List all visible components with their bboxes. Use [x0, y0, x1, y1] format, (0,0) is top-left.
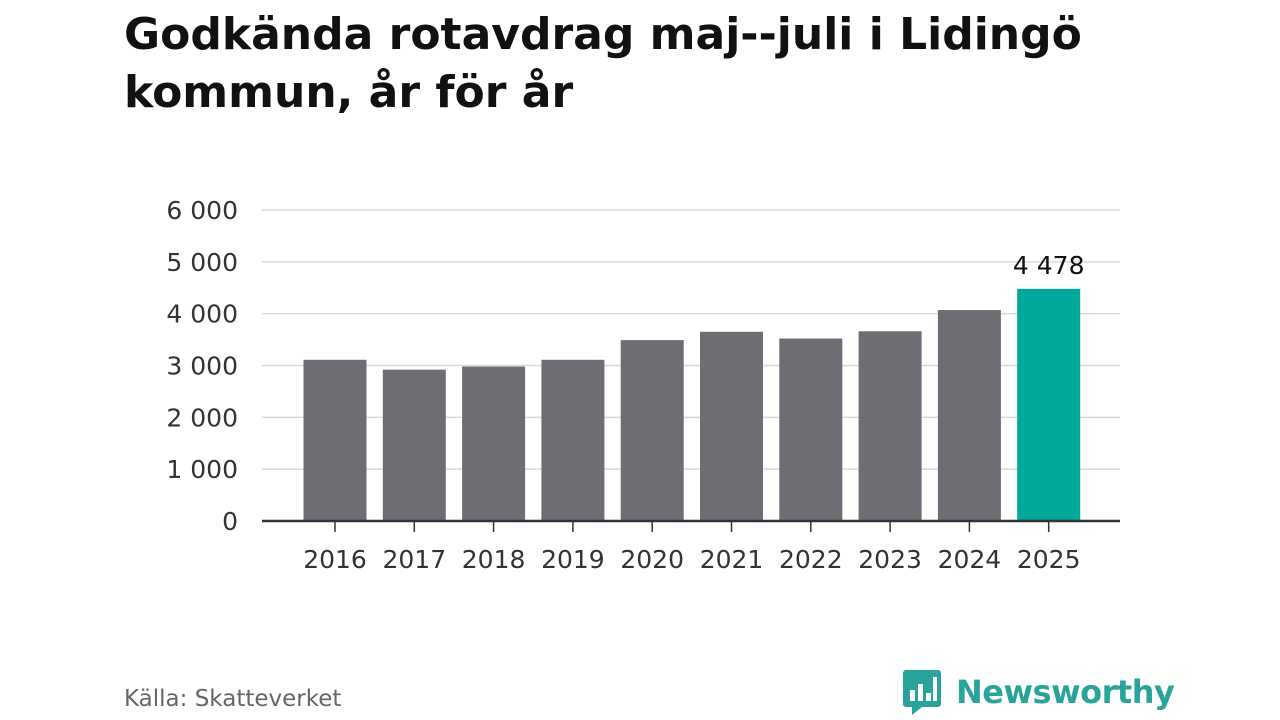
bar-2021 — [700, 331, 763, 521]
x-tick-label: 2022 — [779, 545, 843, 574]
bar-2024 — [937, 310, 1001, 521]
bar-2018 — [462, 366, 526, 521]
bar-2020 — [620, 340, 684, 521]
bars — [303, 288, 1081, 521]
newsworthy-logo-icon — [903, 670, 941, 715]
chart-title: Godkända rotavdrag maj--juli i Lidingö k… — [124, 9, 1082, 118]
x-tick-label: 2021 — [700, 545, 764, 574]
x-tick-label: 2019 — [541, 545, 605, 574]
source-note: Källa: Skatteverket — [124, 686, 342, 712]
bar-2023 — [858, 331, 922, 521]
bar-2017 — [382, 369, 446, 521]
x-tick-label: 2024 — [938, 545, 1002, 574]
y-tick-label: 4 000 — [166, 300, 238, 329]
x-tick-label: 2023 — [858, 545, 922, 574]
bar-2016 — [303, 359, 367, 521]
axes — [262, 519, 1120, 532]
x-tick-label: 2018 — [462, 545, 526, 574]
x-tick-label: 2017 — [382, 545, 446, 574]
bar-2022 — [779, 338, 843, 521]
bar-2025 — [1017, 288, 1081, 521]
y-tick-label: 0 — [222, 507, 238, 536]
x-tick-label: 2016 — [303, 545, 367, 574]
data-label: 4 478 — [1013, 251, 1085, 280]
y-tick-label: 5 000 — [166, 248, 238, 277]
x-tick-label: 2025 — [1017, 545, 1081, 574]
y-tick-label: 6 000 — [166, 196, 238, 225]
newsworthy-logo-text: Newsworthy — [956, 673, 1175, 711]
x-tick-label: 2020 — [620, 545, 684, 574]
y-tick-label: 1 000 — [166, 455, 238, 484]
newsworthy-logo: Newsworthy — [902, 668, 1175, 716]
y-tick-label: 3 000 — [166, 352, 238, 381]
bar-2019 — [541, 359, 605, 521]
labels: 0 1 000 2 000 3 000 4 000 5 000 6 000 2016 2017 2… — [166, 196, 1084, 574]
y-tick-label: 2 000 — [166, 403, 238, 432]
